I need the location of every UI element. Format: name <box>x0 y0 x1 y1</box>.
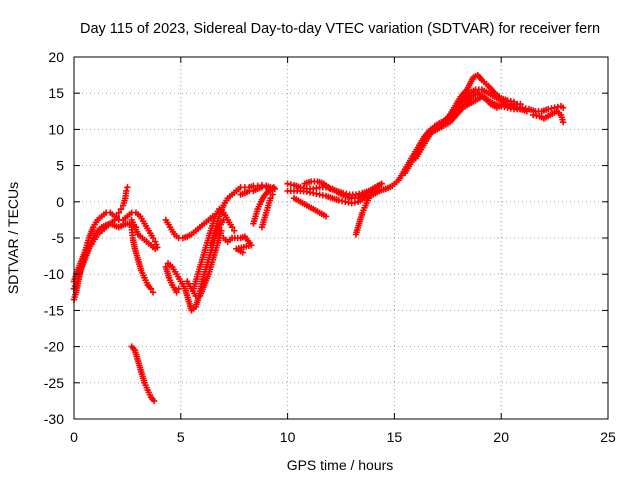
data-point <box>123 187 130 195</box>
data-point <box>218 227 225 234</box>
data-point <box>173 289 180 296</box>
data-point <box>267 194 274 202</box>
data-point <box>115 209 123 216</box>
y-tick-label: -10 <box>44 266 64 282</box>
plot-frame <box>73 56 609 420</box>
data-series-arc-x <box>412 71 518 162</box>
y-tick-label: -5 <box>52 230 65 246</box>
y-tick-label: 20 <box>48 49 64 65</box>
y-axis-title: SDTVAR / TECUs <box>5 182 21 294</box>
data-series-arc-k <box>190 205 238 292</box>
data-series-scatter-p <box>220 233 255 256</box>
data-point <box>269 191 276 198</box>
data-point <box>231 227 238 234</box>
y-tick-label: -15 <box>44 302 64 318</box>
x-tick-label: 10 <box>280 429 296 445</box>
data-point <box>149 234 157 242</box>
data-series-arc-e <box>128 223 157 296</box>
data-point <box>375 182 382 190</box>
x-tick-label: 5 <box>177 429 185 445</box>
data-point <box>117 205 125 213</box>
x-tick-label: 20 <box>493 429 509 445</box>
data-point <box>322 213 330 220</box>
data-series-arc-aa <box>530 108 567 126</box>
data-point <box>270 184 277 191</box>
data-point <box>378 180 385 187</box>
data-layer <box>70 71 567 405</box>
data-point <box>175 285 182 292</box>
data-series-arc-n <box>250 184 277 227</box>
data-point <box>267 185 274 192</box>
data-series-arc-o <box>258 191 276 231</box>
data-series-arc-c <box>70 209 161 285</box>
data-point <box>559 104 567 111</box>
data-series-arc-g <box>162 213 217 242</box>
x-tick-label: 0 <box>70 429 78 445</box>
x-axis-title: GPS time / hours <box>287 457 394 473</box>
data-series-arc-s <box>290 194 330 220</box>
data-point <box>239 249 246 256</box>
axes: 0 5 10 15 20 25 -30 -25 -20 -15 -10 -5 0 5 10 15 20 <box>44 49 616 445</box>
data-point <box>559 118 567 126</box>
data-series-arc-f <box>128 343 158 405</box>
grid <box>74 57 608 419</box>
data-series-arc-d <box>128 216 159 253</box>
data-series-arc-y <box>455 90 526 113</box>
data-point <box>149 289 157 296</box>
data-point <box>147 285 155 292</box>
y-tick-label: 15 <box>48 85 64 101</box>
data-point <box>151 245 159 253</box>
x-tick-label: 15 <box>387 429 403 445</box>
y-tick-label: -25 <box>44 375 64 391</box>
data-series-arc-u <box>352 180 385 238</box>
data-series-arc-h <box>162 263 182 296</box>
y-tick-label: 10 <box>48 121 64 137</box>
x-tick-label: 25 <box>600 429 616 445</box>
y-tick-label: 0 <box>56 194 64 210</box>
data-point <box>124 184 131 191</box>
y-tick-label: -30 <box>44 411 64 427</box>
y-tick-label: 5 <box>56 158 64 174</box>
data-series-arc-z <box>519 103 567 115</box>
data-point <box>150 397 158 405</box>
y-tick-label: -20 <box>44 339 64 355</box>
data-point <box>228 223 236 231</box>
chart-title: Day 115 of 2023, Sidereal Day-to-day VTE… <box>80 21 600 37</box>
